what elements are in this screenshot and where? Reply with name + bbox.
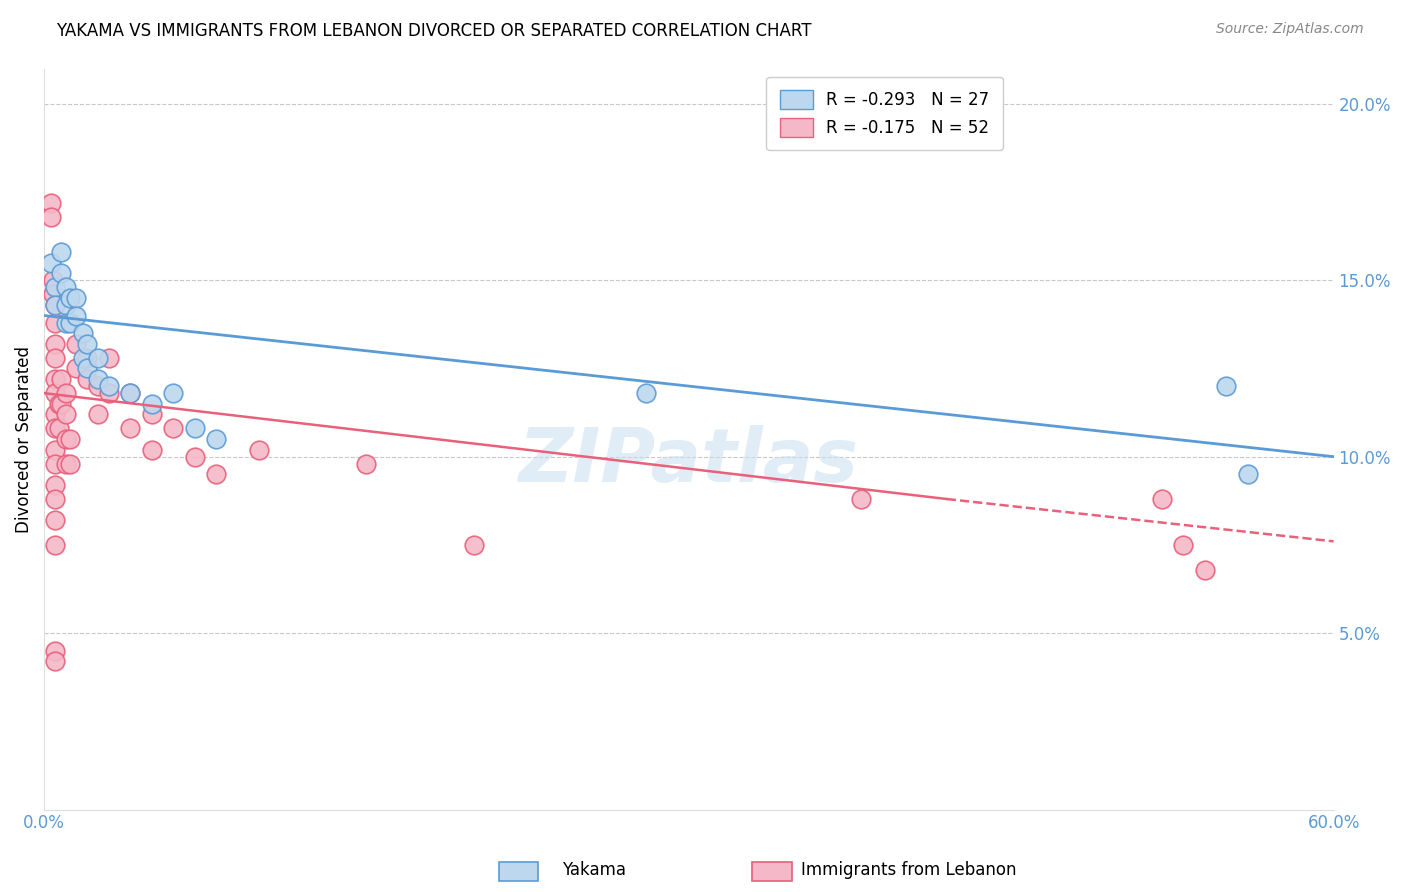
Point <box>97 386 120 401</box>
Point <box>48 421 70 435</box>
Point <box>76 336 98 351</box>
Point <box>87 351 110 365</box>
Point <box>76 361 98 376</box>
Point <box>59 291 82 305</box>
Point <box>44 644 66 658</box>
Point <box>44 538 66 552</box>
Point <box>76 351 98 365</box>
Point <box>463 538 485 552</box>
Point <box>72 326 94 341</box>
Point <box>55 298 77 312</box>
Point <box>162 421 184 435</box>
Point <box>1150 491 1173 506</box>
Point <box>120 386 142 401</box>
Point <box>59 432 82 446</box>
Text: Yakama: Yakama <box>562 861 627 879</box>
Point <box>44 298 66 312</box>
Point <box>44 513 66 527</box>
Point <box>1194 563 1216 577</box>
Point <box>356 457 378 471</box>
Point <box>44 386 66 401</box>
Text: ZIPatlas: ZIPatlas <box>519 425 859 498</box>
Point <box>44 442 66 457</box>
Point <box>65 336 87 351</box>
Point <box>55 407 77 421</box>
Point <box>65 291 87 305</box>
Text: Source: ZipAtlas.com: Source: ZipAtlas.com <box>1216 22 1364 37</box>
Point <box>48 397 70 411</box>
Point <box>55 280 77 294</box>
Point <box>44 654 66 668</box>
Point <box>65 309 87 323</box>
Point <box>44 372 66 386</box>
Point <box>72 351 94 365</box>
Point <box>183 421 205 435</box>
Point <box>97 379 120 393</box>
Point <box>44 336 66 351</box>
Point <box>51 372 73 386</box>
Point <box>97 351 120 365</box>
Point <box>39 210 62 224</box>
Point <box>55 457 77 471</box>
Point <box>51 397 73 411</box>
Point <box>87 372 110 386</box>
Point <box>205 467 228 482</box>
Point <box>55 386 77 401</box>
Point <box>1215 379 1237 393</box>
Text: Immigrants from Lebanon: Immigrants from Lebanon <box>801 861 1017 879</box>
Point <box>87 379 110 393</box>
Point <box>44 407 66 421</box>
Legend: R = -0.293   N = 27, R = -0.175   N = 52: R = -0.293 N = 27, R = -0.175 N = 52 <box>766 77 1002 151</box>
Point <box>1173 538 1195 552</box>
Point <box>141 397 163 411</box>
Point <box>44 280 66 294</box>
Point <box>1236 467 1258 482</box>
Text: YAKAMA VS IMMIGRANTS FROM LEBANON DIVORCED OR SEPARATED CORRELATION CHART: YAKAMA VS IMMIGRANTS FROM LEBANON DIVORC… <box>56 22 811 40</box>
Point <box>162 386 184 401</box>
Point <box>141 407 163 421</box>
Point <box>55 316 77 330</box>
Point <box>59 457 82 471</box>
Point <box>76 372 98 386</box>
Point <box>39 195 62 210</box>
Point <box>247 442 270 457</box>
Point <box>55 432 77 446</box>
Point <box>634 386 657 401</box>
Point <box>44 316 66 330</box>
Point <box>59 316 82 330</box>
Point <box>183 450 205 464</box>
Point <box>44 351 66 365</box>
Point <box>87 407 110 421</box>
Point <box>44 478 66 492</box>
Point <box>120 386 142 401</box>
Point <box>849 491 872 506</box>
Point <box>41 287 63 301</box>
Point <box>51 245 73 260</box>
Point <box>41 273 63 287</box>
Y-axis label: Divorced or Separated: Divorced or Separated <box>15 345 32 533</box>
Point <box>44 421 66 435</box>
Point <box>141 442 163 457</box>
Point <box>39 255 62 269</box>
Point <box>65 361 87 376</box>
Point <box>44 491 66 506</box>
Point <box>120 421 142 435</box>
Point <box>51 266 73 280</box>
Point <box>44 298 66 312</box>
Point <box>205 432 228 446</box>
Point <box>44 457 66 471</box>
